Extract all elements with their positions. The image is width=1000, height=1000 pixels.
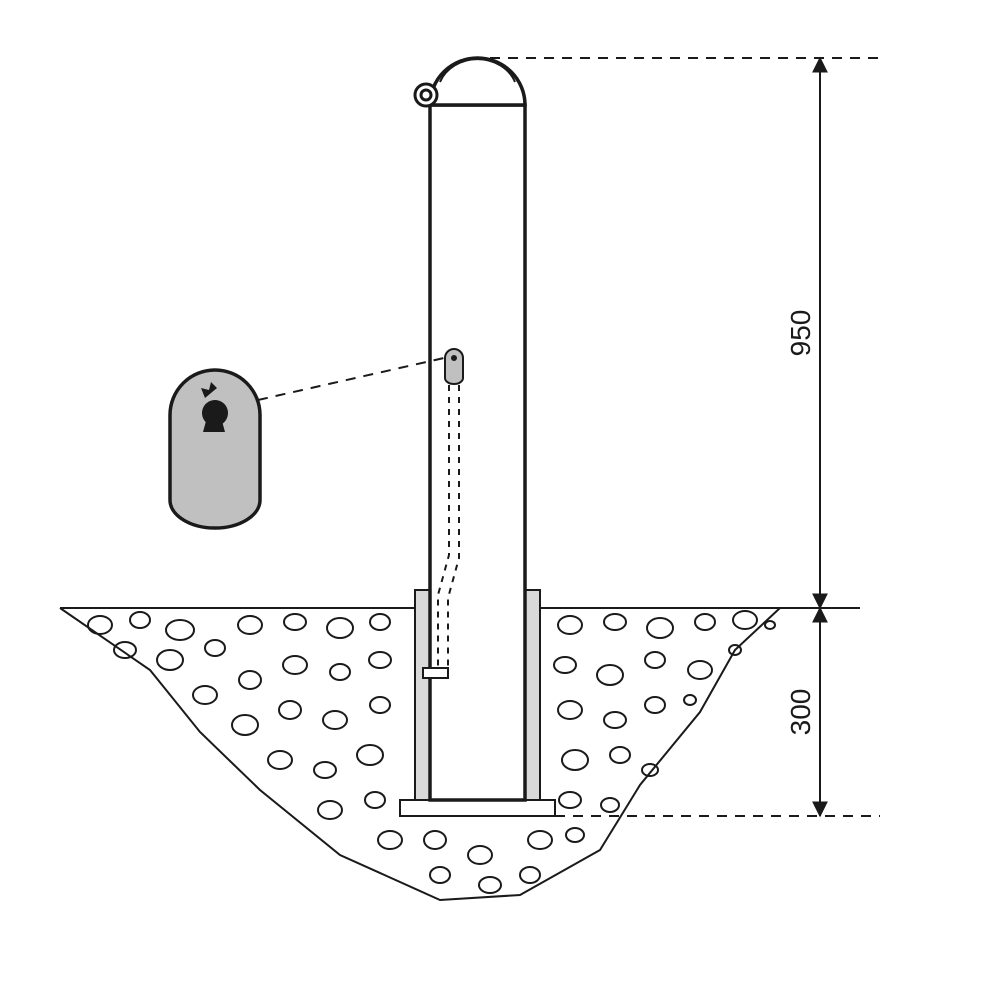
latch-pin: [423, 668, 448, 678]
lock-on-post-icon: [445, 349, 463, 384]
chain-eyelet-icon: [415, 84, 437, 106]
dimension-below-ground: 300: [785, 608, 820, 816]
dim-label-above: 950: [785, 310, 816, 357]
bollard-diagram: 950 300: [0, 0, 1000, 1000]
base-plate: [400, 800, 555, 816]
lock-callout-icon: [170, 370, 260, 528]
bollard-post: [430, 58, 525, 800]
callout-leader: [258, 358, 444, 400]
dimension-above-ground: 950: [785, 58, 820, 608]
dim-label-below: 300: [785, 689, 816, 736]
